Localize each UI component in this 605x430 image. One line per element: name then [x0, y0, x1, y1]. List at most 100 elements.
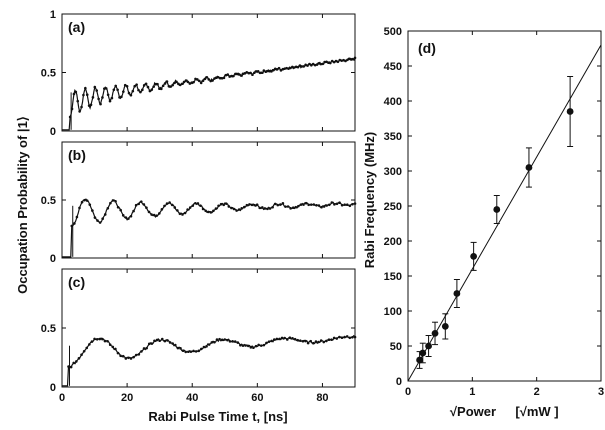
data-point [119, 354, 122, 358]
data-point [205, 75, 209, 79]
data-point [95, 89, 99, 92]
data-point [170, 203, 174, 207]
data-point [257, 343, 260, 347]
left-x-axis-label: Rabi Pulse Time t, [ns] [148, 409, 287, 424]
data-point [272, 68, 275, 72]
data-point [249, 71, 252, 75]
left-x-axis-label-text: Rabi Pulse Time t [148, 409, 257, 424]
y-tick-label: 150 [384, 271, 402, 283]
data-point [91, 209, 94, 212]
data-point [248, 203, 251, 206]
data-point [425, 342, 432, 350]
x-tick-label: 40 [186, 392, 198, 404]
data-point [191, 204, 195, 207]
data-point [197, 349, 201, 353]
x-tick-label: 1 [469, 386, 475, 398]
panel-label: (a) [68, 19, 85, 35]
y-tick-label: 300 [384, 166, 402, 178]
panel-label: (d) [418, 40, 436, 56]
data-point [88, 343, 91, 346]
data-point [330, 201, 334, 204]
y-tick-label: 1 [50, 9, 56, 21]
data-point [335, 202, 339, 206]
y-tick-label: 350 [384, 131, 402, 143]
data-point [183, 211, 187, 215]
data-point [160, 208, 164, 211]
data-point [192, 349, 195, 353]
data-point [319, 339, 323, 342]
data-point [200, 347, 203, 351]
data-point [189, 350, 193, 353]
data-point [278, 337, 281, 341]
data-point [135, 83, 138, 86]
y-tick-label: 0 [50, 126, 56, 138]
data-point [150, 342, 154, 345]
data-point [188, 206, 192, 209]
data-point [124, 357, 128, 360]
data-point [145, 206, 148, 210]
data-point [129, 357, 133, 360]
data-point [153, 339, 156, 343]
data-point [348, 336, 352, 340]
data-point [319, 62, 323, 66]
data-point [158, 87, 161, 91]
data-point [247, 71, 250, 75]
data-point [169, 85, 173, 88]
data-point [78, 206, 81, 210]
data-point [230, 206, 233, 210]
data-point [327, 338, 331, 342]
data-point [121, 214, 125, 217]
data-point [106, 93, 110, 97]
data-point [416, 356, 423, 364]
data-point [180, 82, 184, 86]
data-point [139, 200, 143, 204]
data-point [222, 76, 226, 80]
data-point [90, 340, 94, 343]
data-point [93, 85, 97, 89]
data-point [309, 203, 313, 206]
data-point [453, 290, 461, 297]
data-point [203, 77, 207, 81]
data-point [215, 338, 219, 341]
data-point [218, 76, 222, 80]
data-point [230, 74, 233, 78]
data-point [260, 71, 264, 75]
data-point [283, 336, 286, 340]
data-point [306, 64, 309, 67]
data-point [256, 69, 260, 73]
data-point [351, 57, 355, 61]
y-tick-label: 0.5 [41, 68, 56, 80]
data-point [85, 346, 89, 350]
data-point [150, 88, 154, 91]
data-point [431, 330, 439, 337]
data-point [276, 203, 280, 207]
data-point [209, 211, 213, 214]
data-point [171, 342, 174, 345]
y-tick-label: 100 [384, 306, 402, 318]
data-point [93, 337, 96, 341]
x-tick-label: 2 [534, 386, 540, 398]
data-point [178, 83, 182, 87]
data-point [120, 95, 123, 99]
data-point [124, 216, 128, 219]
data-point [297, 204, 300, 208]
data-point [286, 205, 290, 208]
data-point [315, 63, 319, 66]
data-point [332, 60, 336, 64]
data-point [277, 66, 281, 70]
data-point [75, 215, 79, 219]
data-point [184, 350, 188, 354]
data-point [310, 64, 313, 67]
data-point [419, 349, 427, 357]
x-tick-label: 60 [251, 392, 263, 404]
data-point [345, 335, 349, 338]
data-point [147, 342, 151, 346]
data-point [148, 89, 152, 93]
data-point [194, 350, 198, 353]
data-point [109, 201, 112, 205]
data-point [199, 204, 202, 207]
data-point [307, 203, 310, 207]
data-point [441, 323, 449, 330]
data-point [192, 80, 195, 84]
data-point [332, 336, 336, 340]
